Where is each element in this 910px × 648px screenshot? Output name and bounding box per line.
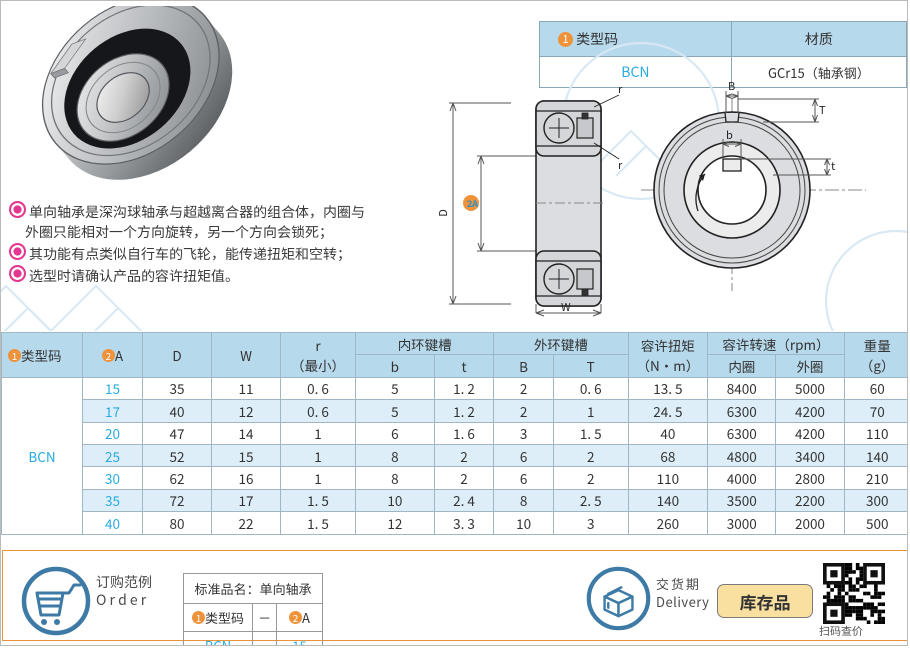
svg-text:2A: 2A: [467, 197, 478, 210]
svg-text:b: b: [726, 127, 733, 143]
svg-text:r: r: [618, 157, 623, 173]
svg-text:D: D: [435, 209, 451, 217]
svg-text:r: r: [618, 81, 623, 97]
svg-text:T: T: [819, 102, 826, 118]
svg-text:W: W: [561, 299, 571, 315]
svg-text:t: t: [831, 158, 835, 174]
svg-text:B: B: [728, 79, 735, 94]
